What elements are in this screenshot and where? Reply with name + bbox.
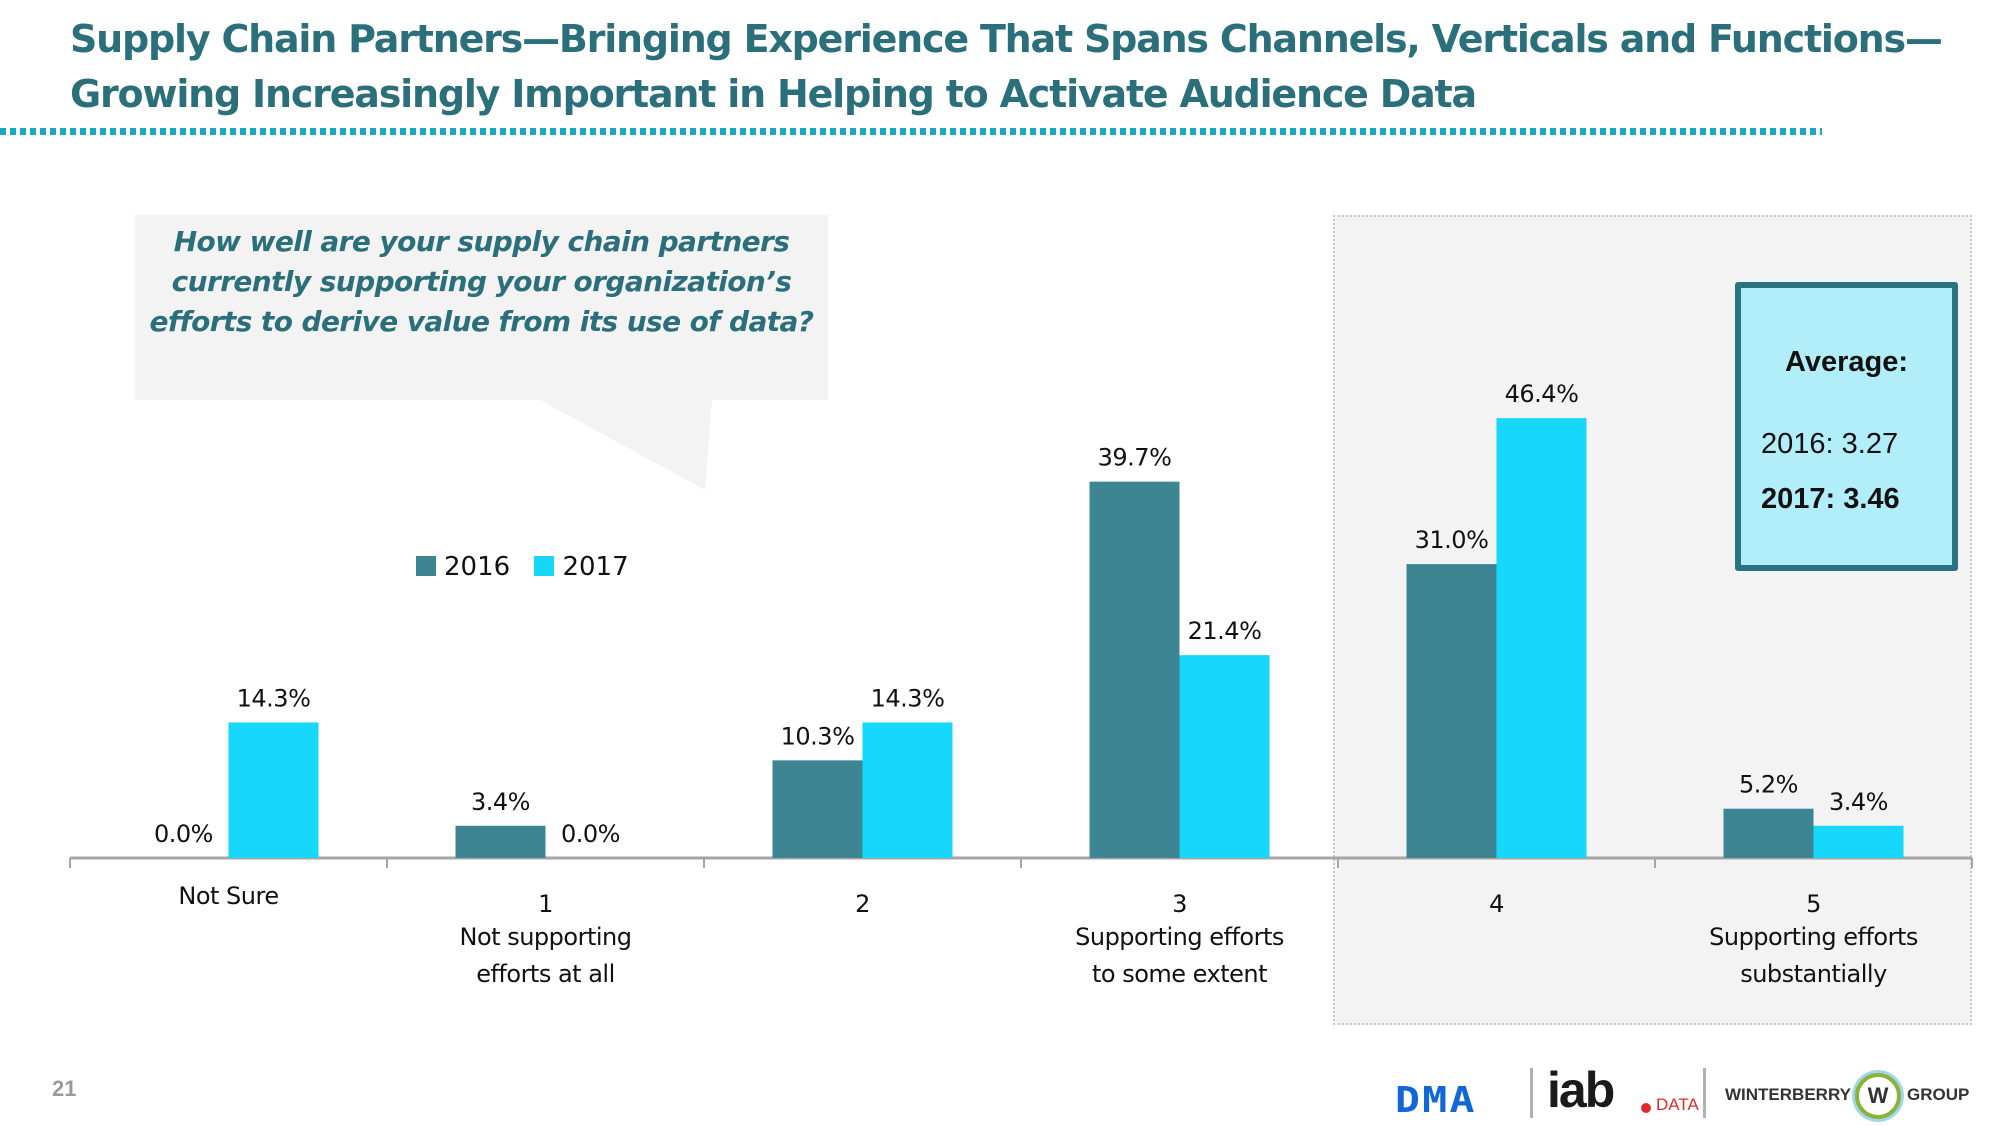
category-label: substantially xyxy=(1740,960,1887,988)
data-label-2017: 14.3% xyxy=(871,684,945,712)
legend-item-2017: 2017 xyxy=(534,552,629,582)
average-box: Average: 2016: 3.27 2017: 3.46 xyxy=(1735,282,1958,571)
page-title: Supply Chain Partners—Bringing Experienc… xyxy=(70,12,1943,122)
category-label: efforts at all xyxy=(476,960,615,988)
iab-dot-icon xyxy=(1641,1103,1651,1113)
category-label: Not supporting xyxy=(460,923,632,951)
bar-2017 xyxy=(1496,418,1587,858)
winterberry-label: WINTERBERRY xyxy=(1725,1085,1851,1104)
bar-2017 xyxy=(228,722,319,858)
data-label-2016: 5.2% xyxy=(1739,771,1798,799)
bar-2017 xyxy=(1179,655,1270,858)
question-line: currently supporting your organization’s xyxy=(171,265,792,298)
data-label-2016: 0.0% xyxy=(154,820,213,848)
category-label: 1 xyxy=(538,890,553,918)
bar-2016 xyxy=(772,760,863,858)
data-label-2016: 31.0% xyxy=(1415,526,1489,554)
bar-2016 xyxy=(1723,808,1814,858)
winterberry-group-label: GROUP xyxy=(1907,1085,1970,1104)
bar-2017 xyxy=(862,722,953,858)
legend-label: 2017 xyxy=(562,552,629,582)
data-label-2017: 21.4% xyxy=(1188,617,1262,645)
title-line-1: Supply Chain Partners—Bringing Experienc… xyxy=(70,17,1943,61)
category-label: 3 xyxy=(1172,890,1187,918)
iab-logo: iab xyxy=(1547,1062,1615,1118)
data-label-2016: 3.4% xyxy=(471,788,530,816)
footer-logos: DMA iab DATA WINTERBERRY W GROUP xyxy=(1395,1062,1995,1125)
question-line: efforts to derive value from its use of … xyxy=(149,305,815,338)
category-label: 5 xyxy=(1806,890,1821,918)
data-label-2017: 14.3% xyxy=(237,684,311,712)
bar-2016 xyxy=(455,825,546,858)
data-label-2016: 39.7% xyxy=(1098,444,1172,472)
data-label-2017: 46.4% xyxy=(1505,380,1579,408)
data-label-2016: 10.3% xyxy=(781,722,855,750)
survey-question: How well are your supply chain partners … xyxy=(135,222,828,342)
title-line-2: Growing Increasingly Important in Helpin… xyxy=(70,72,1477,116)
bar-2016 xyxy=(1089,481,1180,858)
question-line: How well are your supply chain partners xyxy=(173,225,790,258)
category-label: 4 xyxy=(1489,890,1504,918)
category-label: Not Sure xyxy=(178,882,278,910)
legend-item-2016: 2016 xyxy=(416,552,510,582)
legend-label: 2016 xyxy=(444,552,511,582)
legend-swatch-2017 xyxy=(534,556,555,576)
title-divider xyxy=(0,128,1822,135)
logo-divider xyxy=(1530,1068,1533,1118)
average-2017: 2017: 3.46 xyxy=(1761,483,1900,515)
average-2016: 2016: 3.27 xyxy=(1761,428,1899,460)
chart-legend: 2016 2017 xyxy=(416,552,645,582)
dma-logo: DMA xyxy=(1395,1080,1477,1121)
logo-divider xyxy=(1703,1068,1706,1118)
page-number: 21 xyxy=(52,1076,77,1101)
category-label: to some extent xyxy=(1092,960,1267,988)
iab-data-label: DATA xyxy=(1656,1095,1699,1114)
winterberry-w-icon: W xyxy=(1855,1073,1901,1119)
bar-2016 xyxy=(1406,564,1497,858)
category-label: 2 xyxy=(855,890,870,918)
average-title: Average: xyxy=(1784,346,1909,378)
data-label-2017: 0.0% xyxy=(561,820,620,848)
legend-swatch-2016 xyxy=(416,556,436,576)
category-label: Supporting efforts xyxy=(1075,923,1284,951)
bar-2017 xyxy=(1813,825,1904,858)
category-label: Supporting efforts xyxy=(1709,923,1918,951)
data-label-2017: 3.4% xyxy=(1829,788,1888,816)
